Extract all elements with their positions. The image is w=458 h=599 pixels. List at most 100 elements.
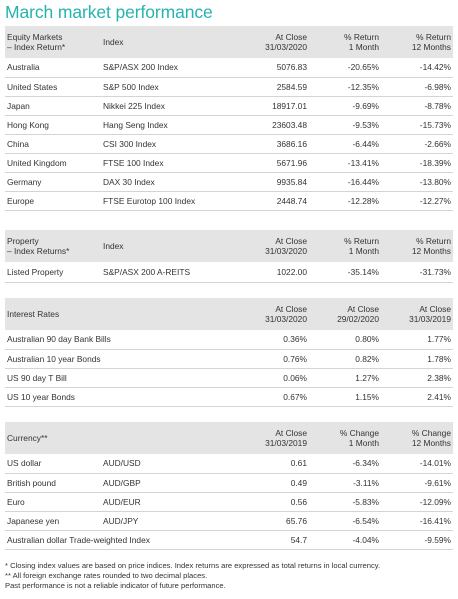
table-cell: S&P/ASX 200 Index <box>101 58 249 78</box>
table-cell: S&P 500 Index <box>101 77 249 97</box>
table-cell: -5.83% <box>309 492 381 512</box>
footnotes: * Closing index values are based on pric… <box>5 561 453 592</box>
table-cell: 65.76 <box>249 511 309 531</box>
table-cell: 54.7 <box>249 530 309 550</box>
header-cell: Equity Markets – Index Return* <box>5 26 101 58</box>
table-cell: -9.69% <box>309 96 381 116</box>
header-cell: Index <box>101 26 249 58</box>
header-text: 31/03/2020 <box>265 314 307 324</box>
table-cell: Japan <box>5 96 101 116</box>
footnote: * Closing index values are based on pric… <box>5 561 381 570</box>
table-cell: Germany <box>5 172 101 192</box>
header-text: 12 Months <box>411 42 451 52</box>
table-cell: Australian 90 day Bank Bills <box>5 330 249 350</box>
table-cell: 0.36% <box>249 330 309 350</box>
page-title: March market performance <box>5 2 213 22</box>
table-row: Euro AUD/EUR 0.56 -5.83% -12.09% <box>5 492 453 512</box>
header-text: 12 Months <box>411 438 451 448</box>
header-text: % Change <box>411 428 451 438</box>
table-cell: 18917.01 <box>249 96 309 116</box>
header-cell: Interest Rates <box>5 298 249 330</box>
table-cell: -6.54% <box>309 511 381 531</box>
property-table: Property – Index Returns* Index At Close 3… <box>5 230 453 283</box>
header-text: % Return <box>416 32 451 42</box>
header-text: At Close <box>275 428 307 438</box>
table-cell: United States <box>5 77 101 97</box>
table-cell: -9.61% <box>381 473 453 493</box>
header-cell: % Change 12 Months <box>381 422 453 454</box>
table-cell: -12.28% <box>309 191 381 211</box>
header-text: 31/03/2019 <box>409 314 451 324</box>
table-cell: 3686.16 <box>249 134 309 154</box>
header-text: – Index Return* <box>7 42 66 52</box>
header-text: 31/03/2019 <box>265 438 307 448</box>
table-cell: Euro <box>5 492 101 512</box>
table-cell: -4.04% <box>309 530 381 550</box>
header-text: Property <box>7 236 39 246</box>
table-cell: -3.11% <box>309 473 381 493</box>
header-text: % Change <box>339 428 379 438</box>
table-cell: Hang Seng Index <box>101 115 249 135</box>
header-text: At Close <box>275 236 307 246</box>
table-cell: 23603.48 <box>249 115 309 135</box>
table-cell: Nikkei 225 Index <box>101 96 249 116</box>
table-cell: 1.27% <box>309 368 381 388</box>
header-cell: Index <box>101 230 249 262</box>
table-cell: AUD/JPY <box>101 511 249 531</box>
header-cell: % Return 12 Months <box>381 230 453 262</box>
table-row: Europe FTSE Eurotop 100 Index 2448.74 -12.2… <box>5 191 453 211</box>
table-cell: 0.80% <box>309 330 381 350</box>
header-text: At Close <box>275 304 307 314</box>
table-row: United Kingdom FTSE 100 Index 5671.96 -13.4… <box>5 153 453 173</box>
table-cell: Japanese yen <box>5 511 101 531</box>
footnote: ** All foreign exchange rates rounded to… <box>5 571 208 581</box>
table-cell: FTSE 100 Index <box>101 153 249 173</box>
footnote: Past performance is not a reliable indic… <box>5 581 226 591</box>
header-cell: At Close 29/02/2020 <box>309 298 381 330</box>
table-cell: DAX 30 Index <box>101 172 249 192</box>
table-cell: 0.56 <box>249 492 309 512</box>
table-cell: -6.44% <box>309 134 381 154</box>
table-cell: 0.06% <box>249 368 309 388</box>
table-cell: -12.27% <box>381 191 453 211</box>
table-cell: -6.34% <box>309 454 381 474</box>
table-cell: -18.39% <box>381 153 453 173</box>
table-cell: 2.38% <box>381 368 453 388</box>
table-cell: AUD/USD <box>101 454 249 474</box>
header-text: % Return <box>344 236 379 246</box>
table-header: Property – Index Returns* Index At Close 3… <box>5 230 453 262</box>
table-cell: Australia <box>5 58 101 78</box>
table-cell: China <box>5 134 101 154</box>
header-text: 29/02/2020 <box>337 314 379 324</box>
table-cell: US 10 year Bonds <box>5 387 249 407</box>
table-row: US 90 day T Bill 0.06% 1.27% 2.38% <box>5 368 453 388</box>
table-row: United States S&P 500 Index 2584.59 -12.35%… <box>5 77 453 97</box>
table-cell: Hong Kong <box>5 115 101 135</box>
table-cell: 0.49 <box>249 473 309 493</box>
header-cell: At Close 31/03/2020 <box>249 26 309 58</box>
header-cell: % Return 1 Month <box>309 26 381 58</box>
table-cell: 2584.59 <box>249 77 309 97</box>
table-cell: 1.77% <box>381 330 453 350</box>
table-cell: 1022.00 <box>249 262 309 283</box>
header-text: % Return <box>344 32 379 42</box>
table-cell: AUD/EUR <box>101 492 249 512</box>
table-cell: 5671.96 <box>249 153 309 173</box>
table-cell: FTSE Eurotop 100 Index <box>101 191 249 211</box>
table-cell: -14.01% <box>381 454 453 474</box>
table-cell: Australian 10 year Bonds <box>5 349 249 369</box>
table-row: British pound AUD/GBP 0.49 -3.11% -9.61% <box>5 473 453 493</box>
table-cell: 2448.74 <box>249 191 309 211</box>
header-text: 31/03/2020 <box>265 42 307 52</box>
table-cell: Australian dollar Trade-weighted Index <box>5 530 249 550</box>
table-cell: Europe <box>5 191 101 211</box>
table-cell: Listed Property <box>5 262 101 283</box>
table-cell: -20.65% <box>309 58 381 78</box>
table-cell: -9.53% <box>309 115 381 135</box>
table-cell: -6.98% <box>381 77 453 97</box>
table-row: Australian 10 year Bonds 0.76% 0.82% 1.78% <box>5 349 453 369</box>
table-cell: -16.44% <box>309 172 381 192</box>
equity-markets-table: Equity Markets – Index Return* Index At C… <box>5 26 453 211</box>
header-text: Equity Markets <box>7 32 63 42</box>
header-text: – Index Returns* <box>7 246 70 256</box>
